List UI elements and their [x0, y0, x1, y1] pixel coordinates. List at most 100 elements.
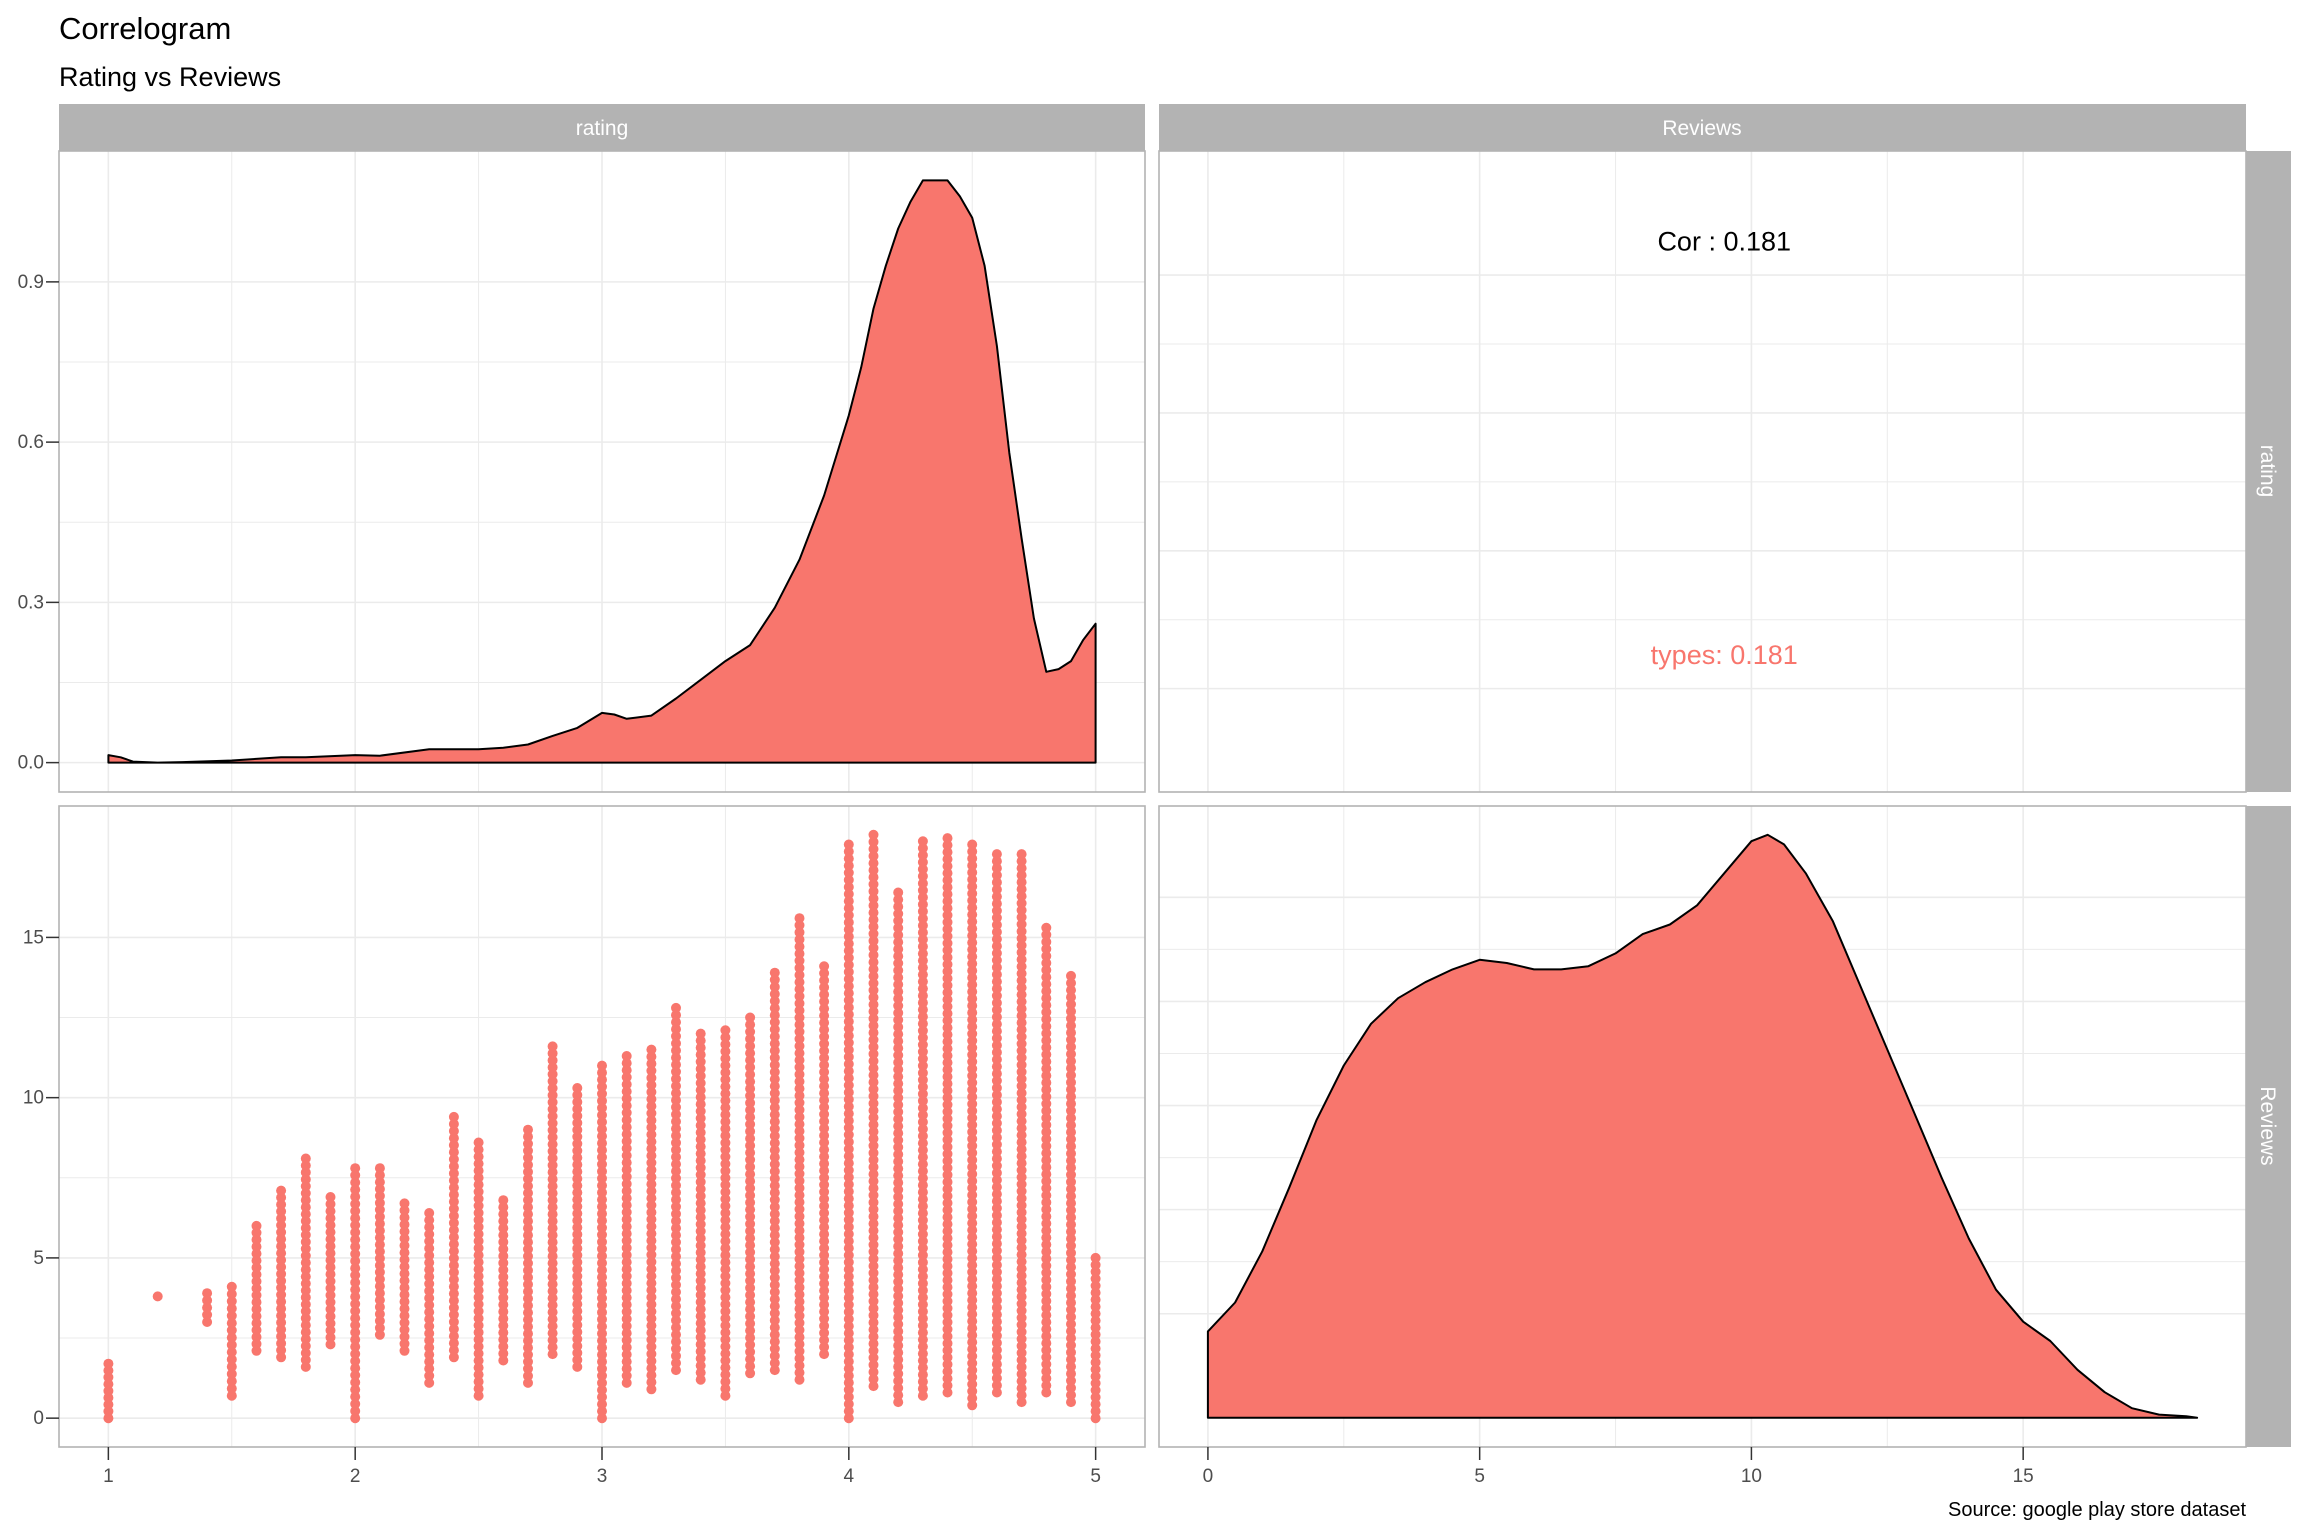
scatter-point	[1016, 1003, 1027, 1014]
scatter-point	[917, 1039, 928, 1050]
scatter-point	[1090, 1378, 1101, 1389]
panel-rating-vs-reviews-scatter	[58, 805, 1146, 1448]
scatter-point	[794, 1140, 805, 1151]
scatter-point	[893, 1305, 904, 1316]
scatter-point	[819, 1208, 830, 1218]
scatter-point	[819, 1193, 830, 1204]
scatter-point	[868, 1105, 879, 1116]
scatter-point	[893, 1149, 904, 1160]
scatter-point	[523, 1237, 533, 1248]
scatter-point	[819, 1130, 830, 1141]
scatter-point	[991, 1231, 1002, 1242]
scatter-point	[325, 1262, 336, 1273]
scatter-point	[843, 1285, 854, 1296]
scatter-point	[1016, 954, 1027, 965]
scatter-point	[424, 1377, 435, 1388]
scatter-point	[819, 1060, 830, 1070]
scatter-point	[1041, 1225, 1052, 1236]
scatter-point	[1090, 1350, 1101, 1361]
scatter-point	[917, 1334, 928, 1345]
scatter-point	[572, 1159, 583, 1170]
scatter-point	[917, 899, 928, 910]
scatter-point	[868, 1154, 879, 1165]
scatter-point	[1066, 1390, 1076, 1400]
scatter-point	[745, 1261, 756, 1272]
scatter-point	[424, 1278, 435, 1289]
scatter-point	[1041, 1260, 1052, 1271]
scatter-point	[1066, 1034, 1076, 1045]
scatter-point	[843, 1413, 854, 1424]
panel-border	[1158, 150, 2247, 793]
scatter-point	[991, 898, 1002, 909]
scatter-point	[769, 1017, 780, 1028]
scatter-point	[572, 1145, 583, 1156]
scatter-point	[769, 1081, 780, 1092]
scatter-point	[621, 1065, 632, 1076]
scatter-point	[1066, 1041, 1076, 1052]
scatter-point	[572, 1271, 583, 1282]
scatter-point	[917, 927, 928, 938]
scatter-point	[374, 1190, 385, 1201]
panel-rating-density	[58, 150, 1146, 793]
scatter-point	[498, 1216, 509, 1227]
scatter-point	[1041, 1162, 1052, 1173]
scatter-point	[597, 1392, 607, 1402]
scatter-point	[843, 1002, 854, 1013]
scatter-point	[843, 1314, 854, 1324]
scatter-point	[621, 1164, 632, 1175]
scatter-point	[745, 1133, 756, 1144]
scatter-point	[769, 1308, 780, 1319]
scatter-point	[1066, 1240, 1076, 1251]
scatter-point	[917, 843, 928, 854]
scatter-point	[300, 1216, 311, 1226]
scatter-point	[967, 1253, 978, 1264]
scatter-point	[843, 1214, 854, 1225]
scatter-point	[547, 1286, 558, 1297]
scatter-point	[547, 1202, 558, 1213]
scatter-point	[991, 877, 1002, 888]
scatter-point	[448, 1119, 459, 1129]
scatter-point	[597, 1300, 607, 1311]
scatter-point	[893, 986, 904, 997]
scatter-point	[794, 1012, 805, 1023]
scatter-point	[671, 1350, 681, 1361]
scatter-point	[843, 1151, 854, 1162]
scatter-point	[991, 1175, 1002, 1185]
scatter-point	[1066, 1368, 1076, 1379]
scatter-point	[794, 962, 805, 973]
y-axis-top-row: 0.00.30.60.9	[18, 272, 59, 774]
scatter-point	[523, 1272, 533, 1283]
scatter-point	[794, 1275, 805, 1286]
scatter-point	[991, 1210, 1002, 1221]
strip-top-reviews	[1159, 104, 2246, 151]
scatter-point	[523, 1138, 533, 1149]
scatter-point	[967, 944, 978, 955]
scatter-point	[745, 1282, 756, 1293]
scatter-point	[1090, 1287, 1101, 1298]
scatter-point	[745, 1012, 756, 1023]
scatter-point	[424, 1243, 435, 1254]
scatter-point	[991, 1316, 1002, 1327]
scatter-point	[991, 1288, 1002, 1299]
scatter-point	[547, 1300, 558, 1311]
scatter-point	[917, 885, 928, 896]
scatter-point	[300, 1223, 311, 1233]
scatter-point	[1090, 1301, 1101, 1312]
scatter-point	[671, 1173, 681, 1184]
scatter-point	[991, 1373, 1002, 1384]
scatter-point	[1066, 1141, 1076, 1152]
scatter-point	[794, 1211, 805, 1222]
scatter-point	[1016, 1221, 1027, 1232]
scatter-point	[1016, 1298, 1027, 1309]
scatter-point	[720, 1194, 731, 1204]
scatter-point	[942, 1240, 953, 1251]
scatter-point	[572, 1222, 583, 1233]
scatter-point	[226, 1361, 237, 1372]
scatter-point	[745, 1275, 756, 1286]
scatter-point	[720, 1137, 731, 1148]
scatter-point	[671, 1123, 681, 1134]
scatter-point	[671, 1066, 681, 1077]
scatter-point	[621, 1356, 632, 1367]
scatter-point	[967, 965, 978, 976]
scatter-point	[917, 1285, 928, 1296]
